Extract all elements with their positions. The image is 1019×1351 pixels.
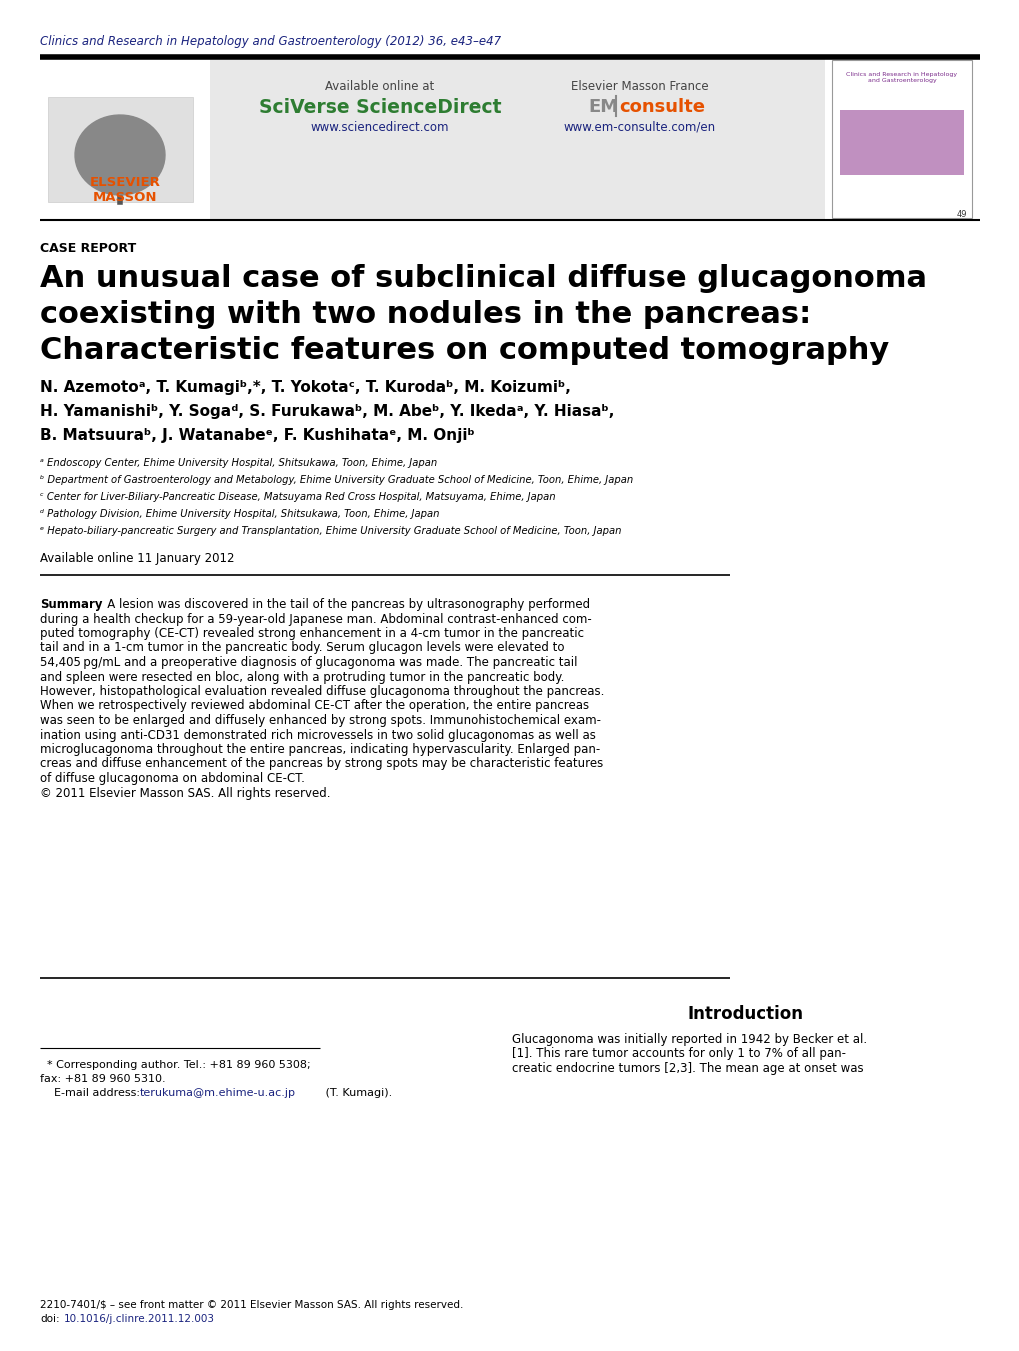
Text: ᵃ Endoscopy Center, Ehime University Hospital, Shitsukawa, Toon, Ehime, Japan: ᵃ Endoscopy Center, Ehime University Hos… (40, 458, 437, 467)
Text: B. Matsuuraᵇ, J. Watanabeᵉ, F. Kushihataᵉ, M. Onjiᵇ: B. Matsuuraᵇ, J. Watanabeᵉ, F. Kushihata… (40, 428, 474, 443)
Bar (48, 97, 193, 203)
Text: coexisting with two nodules in the pancreas:: coexisting with two nodules in the pancr… (40, 300, 810, 330)
Text: tail and in a 1-cm tumor in the pancreatic body. Serum glucagon levels were elev: tail and in a 1-cm tumor in the pancreat… (40, 642, 564, 654)
Text: When we retrospectively reviewed abdominal CE-CT after the operation, the entire: When we retrospectively reviewed abdomin… (40, 700, 589, 712)
Text: ination using anti-CD31 demonstrated rich microvessels in two solid glucagonomas: ination using anti-CD31 demonstrated ric… (40, 728, 595, 742)
Text: Characteristic features on computed tomography: Characteristic features on computed tomo… (40, 336, 889, 365)
Polygon shape (75, 115, 165, 195)
Text: [1]. This rare tumor accounts for only 1 to 7% of all pan-: [1]. This rare tumor accounts for only 1… (512, 1047, 845, 1061)
Text: and spleen were resected en bloc, along with a protruding tumor in the pancreati: and spleen were resected en bloc, along … (40, 670, 564, 684)
Text: Clinics and Research in Hepatology and Gastroenterology (2012) 36, e43–e47: Clinics and Research in Hepatology and G… (40, 35, 500, 49)
Text: SciVerse ScienceDirect: SciVerse ScienceDirect (259, 99, 500, 118)
Text: N. Azemotoᵃ, T. Kumagiᵇ,*, T. Yokotaᶜ, T. Kurodaᵇ, M. Koizumiᵇ,: N. Azemotoᵃ, T. Kumagiᵇ,*, T. Yokotaᶜ, T… (40, 380, 571, 394)
Text: was seen to be enlarged and diffusely enhanced by strong spots. Immunohistochemi: was seen to be enlarged and diffusely en… (40, 713, 600, 727)
Text: Introduction: Introduction (688, 1005, 803, 1023)
Text: 49: 49 (956, 209, 966, 219)
Text: puted tomography (CE-CT) revealed strong enhancement in a 4-cm tumor in the panc: puted tomography (CE-CT) revealed strong… (40, 627, 584, 640)
Text: consulte: consulte (619, 99, 704, 116)
Text: Glucagonoma was initially reported in 1942 by Becker et al.: Glucagonoma was initially reported in 19… (512, 1034, 866, 1046)
Text: 2210-7401/$ – see front matter © 2011 Elsevier Masson SAS. All rights reserved.: 2210-7401/$ – see front matter © 2011 El… (40, 1300, 463, 1310)
Text: microglucagonoma throughout the entire pancreas, indicating hypervascularity. En: microglucagonoma throughout the entire p… (40, 743, 599, 757)
Text: creas and diffuse enhancement of the pancreas by strong spots may be characteris: creas and diffuse enhancement of the pan… (40, 758, 602, 770)
Text: doi:: doi: (40, 1315, 59, 1324)
Text: ᵉ Hepato-biliary-pancreatic Surgery and Transplantation, Ehime University Gradua: ᵉ Hepato-biliary-pancreatic Surgery and … (40, 526, 621, 536)
Text: H. Yamanishiᵇ, Y. Sogaᵈ, S. Furukawaᵇ, M. Abeᵇ, Y. Ikedaᵃ, Y. Hiasaᵇ,: H. Yamanishiᵇ, Y. Sogaᵈ, S. Furukawaᵇ, M… (40, 404, 613, 419)
Text: © 2011 Elsevier Masson SAS. All rights reserved.: © 2011 Elsevier Masson SAS. All rights r… (40, 786, 330, 800)
Text: Clinics and Research in Hepatology
and Gastroenterology: Clinics and Research in Hepatology and G… (846, 72, 957, 82)
Text: CASE REPORT: CASE REPORT (40, 242, 137, 255)
Text: Elsevier Masson France: Elsevier Masson France (571, 80, 708, 93)
Text: However, histopathological evaluation revealed diffuse glucagonoma throughout th: However, histopathological evaluation re… (40, 685, 604, 698)
Text: ELSEVIER: ELSEVIER (90, 176, 160, 189)
Text: www.sciencedirect.com: www.sciencedirect.com (311, 122, 448, 134)
Text: MASSON: MASSON (93, 190, 157, 204)
Text: A lesion was discovered in the tail of the pancreas by ultrasonography performed: A lesion was discovered in the tail of t… (96, 598, 590, 611)
Bar (40, 58, 824, 220)
Text: ᶜ Center for Liver-Biliary-Pancreatic Disease, Matsuyama Red Cross Hospital, Mat: ᶜ Center for Liver-Biliary-Pancreatic Di… (40, 492, 555, 503)
Text: ᵈ Pathology Division, Ehime University Hospital, Shitsukawa, Toon, Ehime, Japan: ᵈ Pathology Division, Ehime University H… (40, 509, 439, 519)
Text: (T. Kumagi).: (T. Kumagi). (322, 1088, 392, 1098)
Text: Available online at: Available online at (325, 80, 434, 93)
Text: An unusual case of subclinical diffuse glucagonoma: An unusual case of subclinical diffuse g… (40, 263, 926, 293)
Text: 10.1016/j.clinre.2011.12.003: 10.1016/j.clinre.2011.12.003 (64, 1315, 215, 1324)
Bar (840, 109, 963, 176)
Text: creatic endocrine tumors [2,3]. The mean age at onset was: creatic endocrine tumors [2,3]. The mean… (512, 1062, 863, 1075)
Text: of diffuse glucagonoma on abdominal CE-CT.: of diffuse glucagonoma on abdominal CE-C… (40, 771, 305, 785)
Bar (40, 58, 210, 220)
Text: 54,405 pg/mL and a preoperative diagnosis of glucagonoma was made. The pancreati: 54,405 pg/mL and a preoperative diagnosi… (40, 657, 577, 669)
Text: E-mail address:: E-mail address: (40, 1088, 144, 1098)
Text: EM: EM (587, 99, 618, 116)
Text: ᵇ Department of Gastroenterology and Metabology, Ehime University Graduate Schoo: ᵇ Department of Gastroenterology and Met… (40, 476, 633, 485)
Text: Available online 11 January 2012: Available online 11 January 2012 (40, 553, 234, 565)
Text: fax: +81 89 960 5310.: fax: +81 89 960 5310. (40, 1074, 165, 1084)
Text: terukuma@m.ehime-u.ac.jp: terukuma@m.ehime-u.ac.jp (140, 1088, 296, 1098)
Bar (832, 59, 971, 218)
Text: Summary: Summary (40, 598, 102, 611)
Text: www.em-consulte.com/en: www.em-consulte.com/en (564, 122, 715, 134)
Text: during a health checkup for a 59-year-old Japanese man. Abdominal contrast-enhan: during a health checkup for a 59-year-ol… (40, 612, 591, 626)
Text: * Corresponding author. Tel.: +81 89 960 5308;: * Corresponding author. Tel.: +81 89 960… (40, 1061, 311, 1070)
